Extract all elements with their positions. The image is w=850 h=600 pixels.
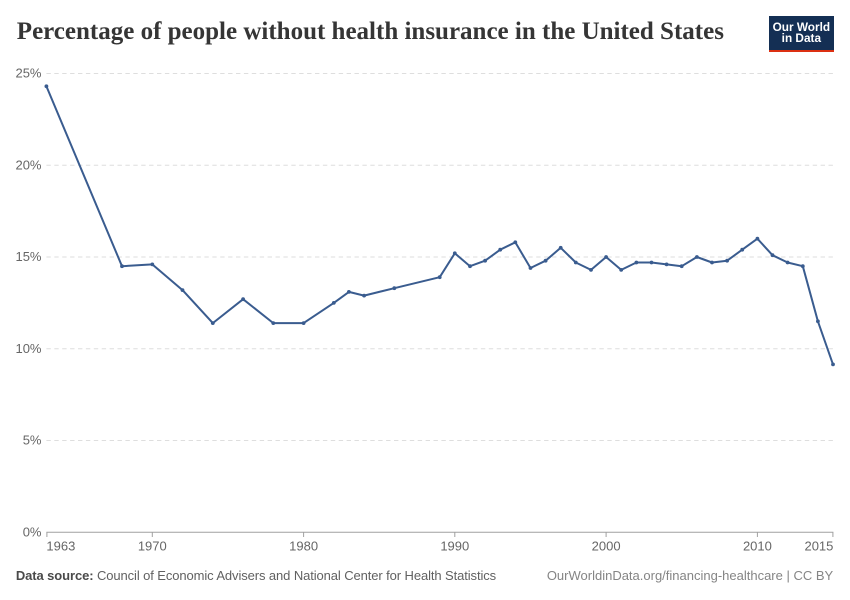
svg-text:1990: 1990 (440, 539, 469, 554)
svg-text:1963: 1963 (46, 539, 75, 554)
svg-text:1980: 1980 (289, 539, 318, 554)
svg-text:25%: 25% (15, 66, 41, 81)
svg-text:2015: 2015 (804, 539, 833, 554)
svg-text:1970: 1970 (138, 539, 167, 554)
svg-text:20%: 20% (15, 158, 41, 173)
svg-text:5%: 5% (23, 433, 42, 448)
svg-text:10%: 10% (15, 341, 41, 356)
svg-text:2010: 2010 (743, 539, 772, 554)
svg-text:15%: 15% (15, 249, 41, 264)
svg-text:2000: 2000 (592, 539, 621, 554)
svg-text:0%: 0% (23, 525, 42, 540)
